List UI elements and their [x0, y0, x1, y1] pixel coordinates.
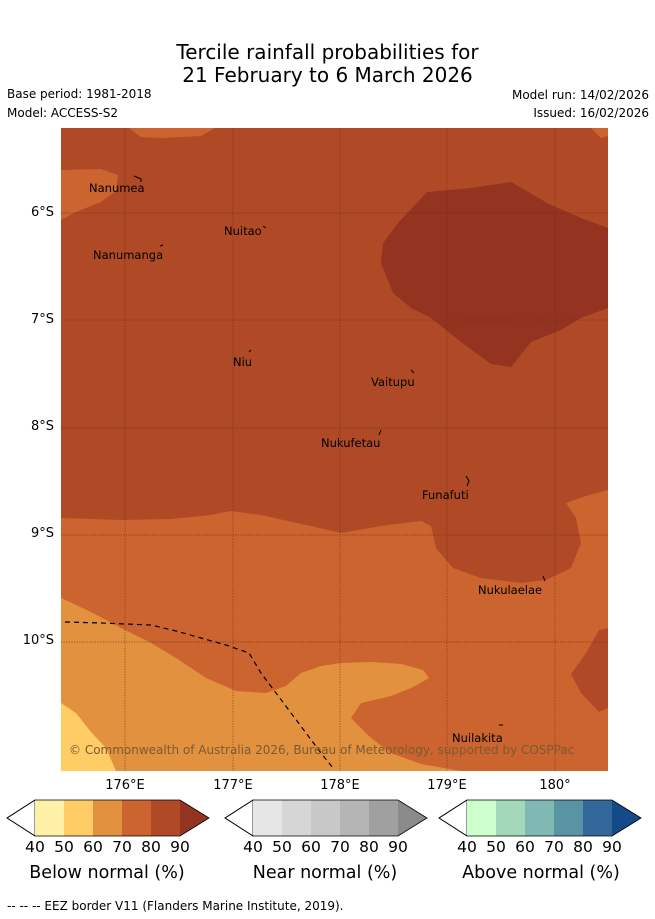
lat-label-8s: 8°S [30, 419, 54, 434]
place-label-funafuti: Funafuti [422, 488, 469, 502]
colorbar-near-normal-tick-label: 80 [359, 838, 379, 856]
colorbar-below-normal-swatches [6, 799, 210, 837]
lon-label-177e: 177°E [213, 778, 253, 793]
colorbar-near-normal-swatch [282, 800, 311, 836]
colorbar-below-normal-swatch [93, 800, 122, 836]
island-funafuti [465, 475, 470, 487]
colorbar-above-normal-tick-label: 40 [457, 838, 477, 856]
colorbar-above-normal-tick-label: 50 [486, 838, 506, 856]
colorbar-below-normal-title: Below normal (%) [29, 863, 185, 883]
place-label-nanumanga: Nanumanga [93, 248, 163, 262]
colorbar-above-normal-low-extend [438, 799, 468, 837]
region-below-70-ne [591, 128, 608, 138]
place-label-nuitao: Nuitao [224, 224, 262, 238]
model-name: Model: ACCESS-S2 [7, 106, 119, 120]
colorbar-below-normal-swatch [122, 800, 151, 836]
colorbar-near-normal-swatch [253, 800, 282, 836]
model-run: Model run: 14/02/2026 [511, 88, 649, 102]
island-nukulaelae [542, 575, 546, 582]
colorbar-below-normal-low-extend [6, 799, 36, 837]
island-nanumanga [159, 244, 164, 247]
colorbar-below-normal-swatch [151, 800, 180, 836]
colorbar-near-normal-swatch [340, 800, 369, 836]
issued-date: Issued: 16/02/2026 [533, 106, 649, 120]
colorbar-near-normal-tick-label: 60 [301, 838, 321, 856]
colorbar-above-normal-tick-label: 60 [515, 838, 535, 856]
island-nanumea [133, 175, 142, 182]
colorbar-near-normal-tick-label: 90 [388, 838, 408, 856]
region-below-70-top [129, 128, 215, 138]
colorbar-above-normal [438, 799, 642, 837]
colorbar-near-normal-swatches [224, 799, 428, 837]
map-title-line-1: Tercile rainfall probabilities for [176, 40, 479, 64]
colorbar-above-normal-tick-label: 90 [602, 838, 622, 856]
colorbar-near-normal-title: Near normal (%) [252, 863, 398, 883]
colorbar-below-normal-high-extend [180, 800, 209, 836]
place-label-nukulaelae: Nukulaelae [478, 583, 542, 597]
region-below-70-nw [61, 169, 118, 220]
island-nuitao [262, 225, 267, 229]
place-label-vaitupu: Vaitupu [371, 375, 415, 389]
place-label-nukufetau: Nukufetau [321, 436, 380, 450]
colorbar-below-normal-tick-label: 70 [112, 838, 132, 856]
region-below-80-se [571, 628, 608, 712]
colorbar-above-normal-swatch [525, 800, 554, 836]
colorbar-above-normal-tick-label: 70 [544, 838, 564, 856]
colorbar-below-normal-tick-label: 60 [83, 838, 103, 856]
colorbar-near-normal [224, 799, 428, 837]
colorbar-above-normal-tick-label: 80 [573, 838, 593, 856]
colorbar-below-normal-tick-label: 50 [54, 838, 74, 856]
colorbar-below-normal-outline [6, 799, 210, 837]
colorbar-above-normal-swatch [496, 800, 525, 836]
region-below-90 [381, 182, 608, 367]
lon-label-179e: 179°E [427, 778, 467, 793]
place-label-niu: Niu [233, 355, 252, 369]
graticule [61, 128, 608, 771]
colorbar-near-normal-high-extend [398, 800, 427, 836]
lon-label-178e: 178°E [320, 778, 360, 793]
eez-border-footnote: -- -- -- EEZ border V11 (Flanders Marine… [7, 899, 344, 913]
lat-label-6s: 6°S [30, 205, 54, 220]
region-below-50 [61, 703, 116, 771]
map-title-line-2: 21 February to 6 March 2026 [182, 63, 473, 87]
colorbar-near-normal-tick-label: 50 [272, 838, 292, 856]
colorbar-near-normal-swatch [311, 800, 340, 836]
colorbar-above-normal-title: Above normal (%) [462, 863, 620, 883]
colorbar-above-normal-outline [438, 799, 642, 837]
lon-label-180: 180° [539, 778, 571, 793]
region-below-60 [61, 598, 461, 771]
colorbar-near-normal-tick-label: 40 [243, 838, 263, 856]
place-label-nanumea: Nanumea [89, 181, 145, 195]
lat-label-10s: 10°S [22, 633, 54, 648]
colorbar-above-normal-high-extend [612, 800, 641, 836]
colorbar-near-normal-low-extend [224, 799, 254, 837]
colorbar-near-normal-outline [224, 799, 428, 837]
colorbar-below-normal-swatch [64, 800, 93, 836]
island-niu [248, 349, 252, 353]
colorbar-below-normal [6, 799, 210, 837]
lat-label-9s: 9°S [30, 526, 54, 541]
colorbar-below-normal-tick-label: 40 [25, 838, 45, 856]
lat-label-7s: 7°S [30, 312, 54, 327]
colorbar-below-normal-tick-label: 80 [141, 838, 161, 856]
place-label-nuilakita: Nuilakita [452, 731, 503, 745]
base-period: Base period: 1981-2018 [7, 87, 152, 101]
colorbar-near-normal-tick-label: 70 [330, 838, 350, 856]
island-vaitupu [410, 369, 415, 374]
colorbar-below-normal-tick-label: 90 [170, 838, 190, 856]
rainfall-map: Nanumea Nuitao Nanumanga Niu Vaitupu Nuk… [61, 128, 608, 771]
lon-label-176e: 176°E [105, 778, 145, 793]
colorbar-below-normal-swatch [35, 800, 64, 836]
copyright-notice: © Commonwealth of Australia 2026, Bureau… [69, 743, 574, 757]
colorbar-above-normal-swatches [438, 799, 642, 837]
colorbar-above-normal-swatch [554, 800, 583, 836]
colorbar-near-normal-swatch [369, 800, 398, 836]
colorbar-above-normal-swatch [583, 800, 612, 836]
colorbar-above-normal-swatch [467, 800, 496, 836]
island-nukufetau [378, 429, 382, 436]
